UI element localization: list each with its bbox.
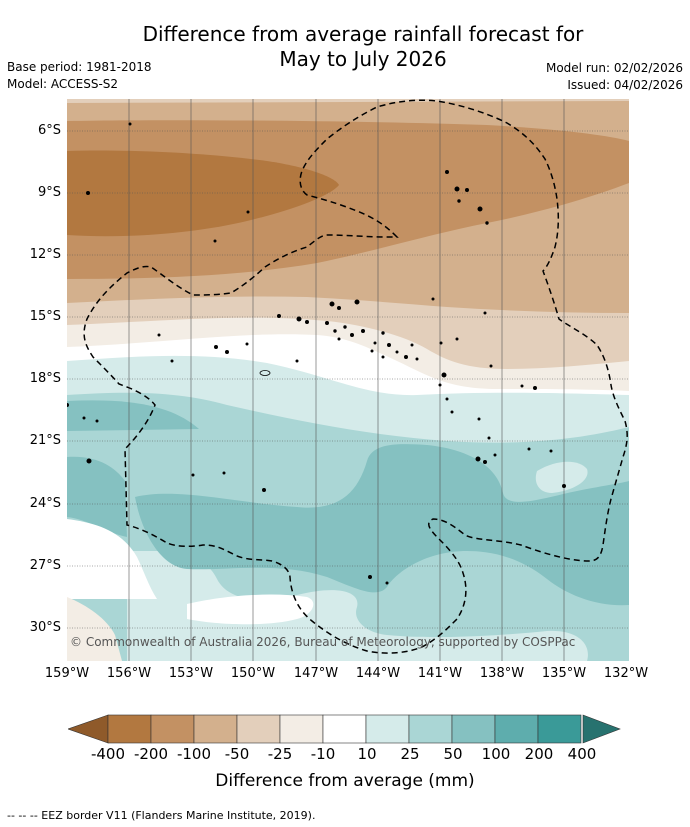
colorbar-cell <box>107 714 152 744</box>
colorbar-cell <box>494 714 539 744</box>
colorbar-label: -50 <box>224 745 250 763</box>
colorbar-cell <box>408 714 453 744</box>
colorbar-cells <box>107 714 582 744</box>
colorbar <box>68 714 621 744</box>
lat-label-6s: 6°S <box>37 123 61 138</box>
colorbar-label: 200 <box>524 745 554 763</box>
title-line-2: May to July 2026 <box>279 47 447 71</box>
more-wet-west <box>67 456 127 537</box>
colorbar-cell <box>451 714 496 744</box>
colorbar-cell <box>193 714 238 744</box>
lon-label-150w: 150°W <box>230 666 276 681</box>
rainfall-anomaly-map <box>67 99 629 661</box>
metadata-left: Base period: 1981-2018 Model: ACCESS-S2 <box>7 59 152 93</box>
colorbar-cell <box>365 714 410 744</box>
colorbar-title: Difference from average (mm) <box>215 771 475 791</box>
colorbar-label: 50 <box>443 745 463 763</box>
chart-title: Difference from average rainfall forecas… <box>0 22 690 72</box>
lon-label-141w: 141°W <box>417 666 463 681</box>
colorbar-label: -100 <box>176 745 212 763</box>
colorbar-label: -200 <box>133 745 169 763</box>
copyright-notice: © Commonwealth of Australia 2026, Bureau… <box>70 635 576 649</box>
lon-label-132w: 132°W <box>603 666 649 681</box>
lat-label-24s: 24°S <box>29 496 61 511</box>
lat-label-27s: 27°S <box>29 558 61 573</box>
colorbar-label: -400 <box>90 745 126 763</box>
metadata-right: Model run: 02/02/2026 Issued: 04/02/2026 <box>546 60 683 94</box>
colorbar-cell <box>322 714 367 744</box>
neutral-patch-southwest <box>67 519 157 599</box>
lat-label-18s: 18°S <box>29 371 61 386</box>
lon-label-138w: 138°W <box>479 666 525 681</box>
lat-label-9s: 9°S <box>37 185 61 200</box>
lat-label-21s: 21°S <box>29 433 61 448</box>
base-period: Base period: 1981-2018 <box>7 60 152 74</box>
lon-label-156w: 156°W <box>106 666 152 681</box>
neutral-patch-south <box>187 594 314 625</box>
lon-label-144w: 144°W <box>355 666 401 681</box>
colorbar-cell <box>279 714 324 744</box>
lat-label-12s: 12°S <box>29 247 61 262</box>
lat-label-15s: 15°S <box>29 309 61 324</box>
very-dry-region <box>67 150 339 237</box>
map-gridlines <box>67 99 629 661</box>
more-wet-band <box>135 444 629 606</box>
lon-label-135w: 135°W <box>541 666 587 681</box>
colorbar-cell <box>150 714 195 744</box>
more-wet-region <box>67 400 199 431</box>
colorbar-label: 100 <box>481 745 511 763</box>
colorbar-label: 400 <box>567 745 597 763</box>
colorbar-label: 25 <box>400 745 420 763</box>
model-run: Model run: 02/02/2026 <box>545 61 683 75</box>
eez-border <box>83 99 628 654</box>
lon-label-159w: 159°W <box>44 666 90 681</box>
lon-label-153w: 153°W <box>168 666 214 681</box>
eez-legend-note: -- -- -- EEZ border V11 (Flanders Marine… <box>7 809 316 822</box>
colorbar-label: -10 <box>310 745 336 763</box>
colorbar-extend-dry <box>68 714 109 744</box>
colorbar-extend-wet <box>582 714 621 744</box>
slight-dry-patch-southwest <box>67 597 122 661</box>
lon-label-147w: 147°W <box>293 666 339 681</box>
slight-wet-patch-east <box>535 461 588 493</box>
colorbar-cell <box>236 714 281 744</box>
lat-label-30s: 30°S <box>29 620 61 635</box>
colorbar-cell <box>537 714 582 744</box>
colorbar-label: 10 <box>357 745 377 763</box>
islands <box>67 122 566 585</box>
issued-date: Issued: 04/02/2026 <box>567 78 683 92</box>
title-line-1: Difference from average rainfall forecas… <box>142 22 584 46</box>
colorbar-label: -25 <box>267 745 293 763</box>
model-name: Model: ACCESS-S2 <box>7 77 119 91</box>
